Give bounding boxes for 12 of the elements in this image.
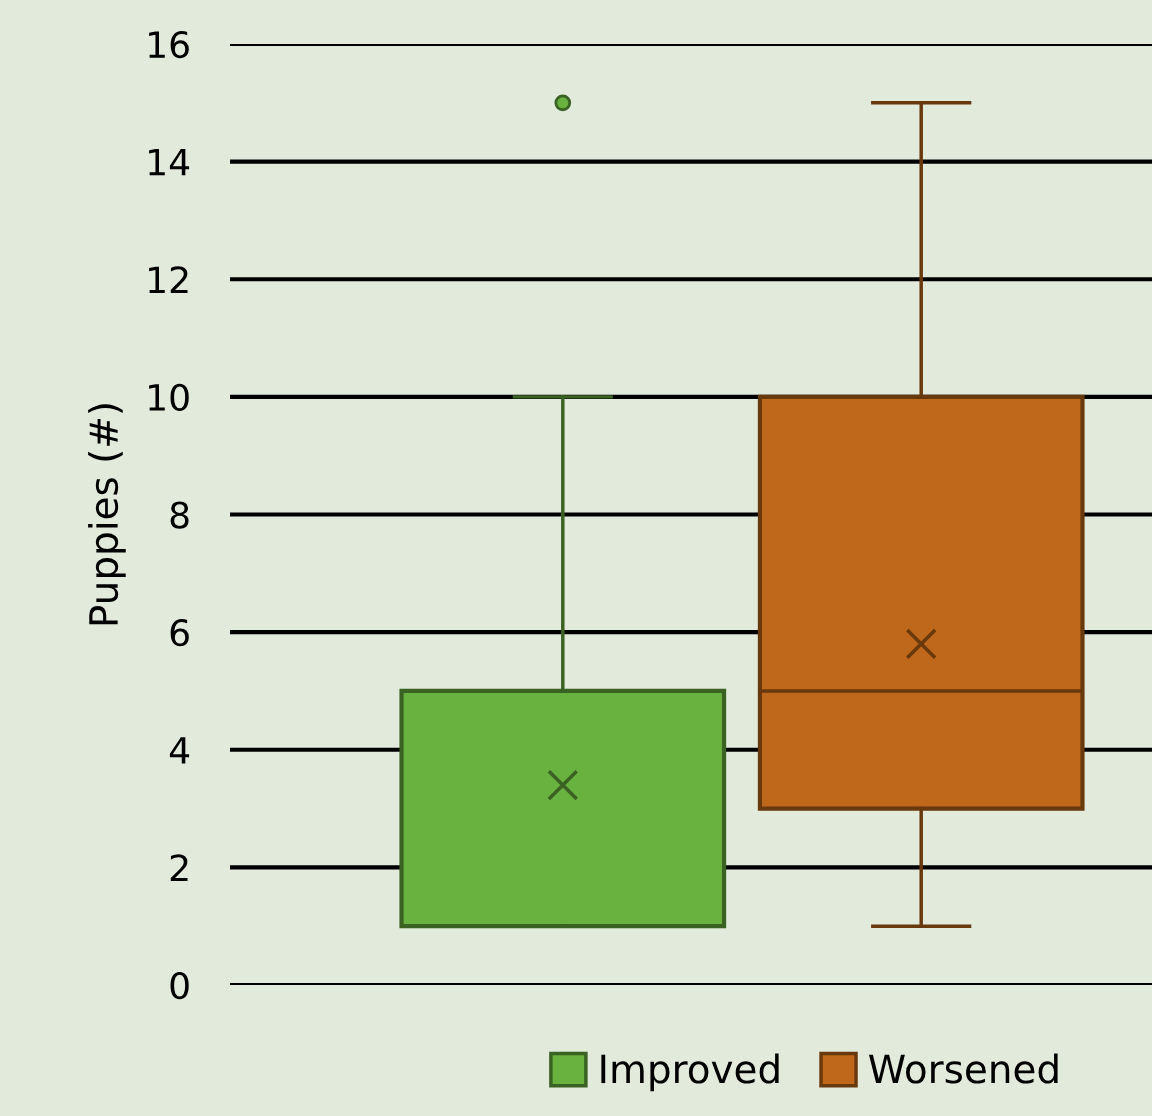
legend-label: Improved	[601, 1053, 779, 1092]
y-tick-label: 16	[149, 30, 189, 59]
y-tick-label: 6	[170, 619, 189, 647]
y-axis-title: Puppies (#)	[88, 404, 126, 625]
y-tick-label: 4	[169, 737, 190, 764]
y-tick-label: 12	[149, 266, 188, 293]
y-tick-label: 14	[149, 149, 190, 176]
y-tick-label: 2	[170, 854, 188, 882]
y-tick-label: 0	[170, 971, 189, 1000]
y-tick-label: 10	[149, 383, 189, 412]
legend-label: Worsened	[869, 1053, 1058, 1084]
y-tick-label: 8	[170, 501, 189, 529]
